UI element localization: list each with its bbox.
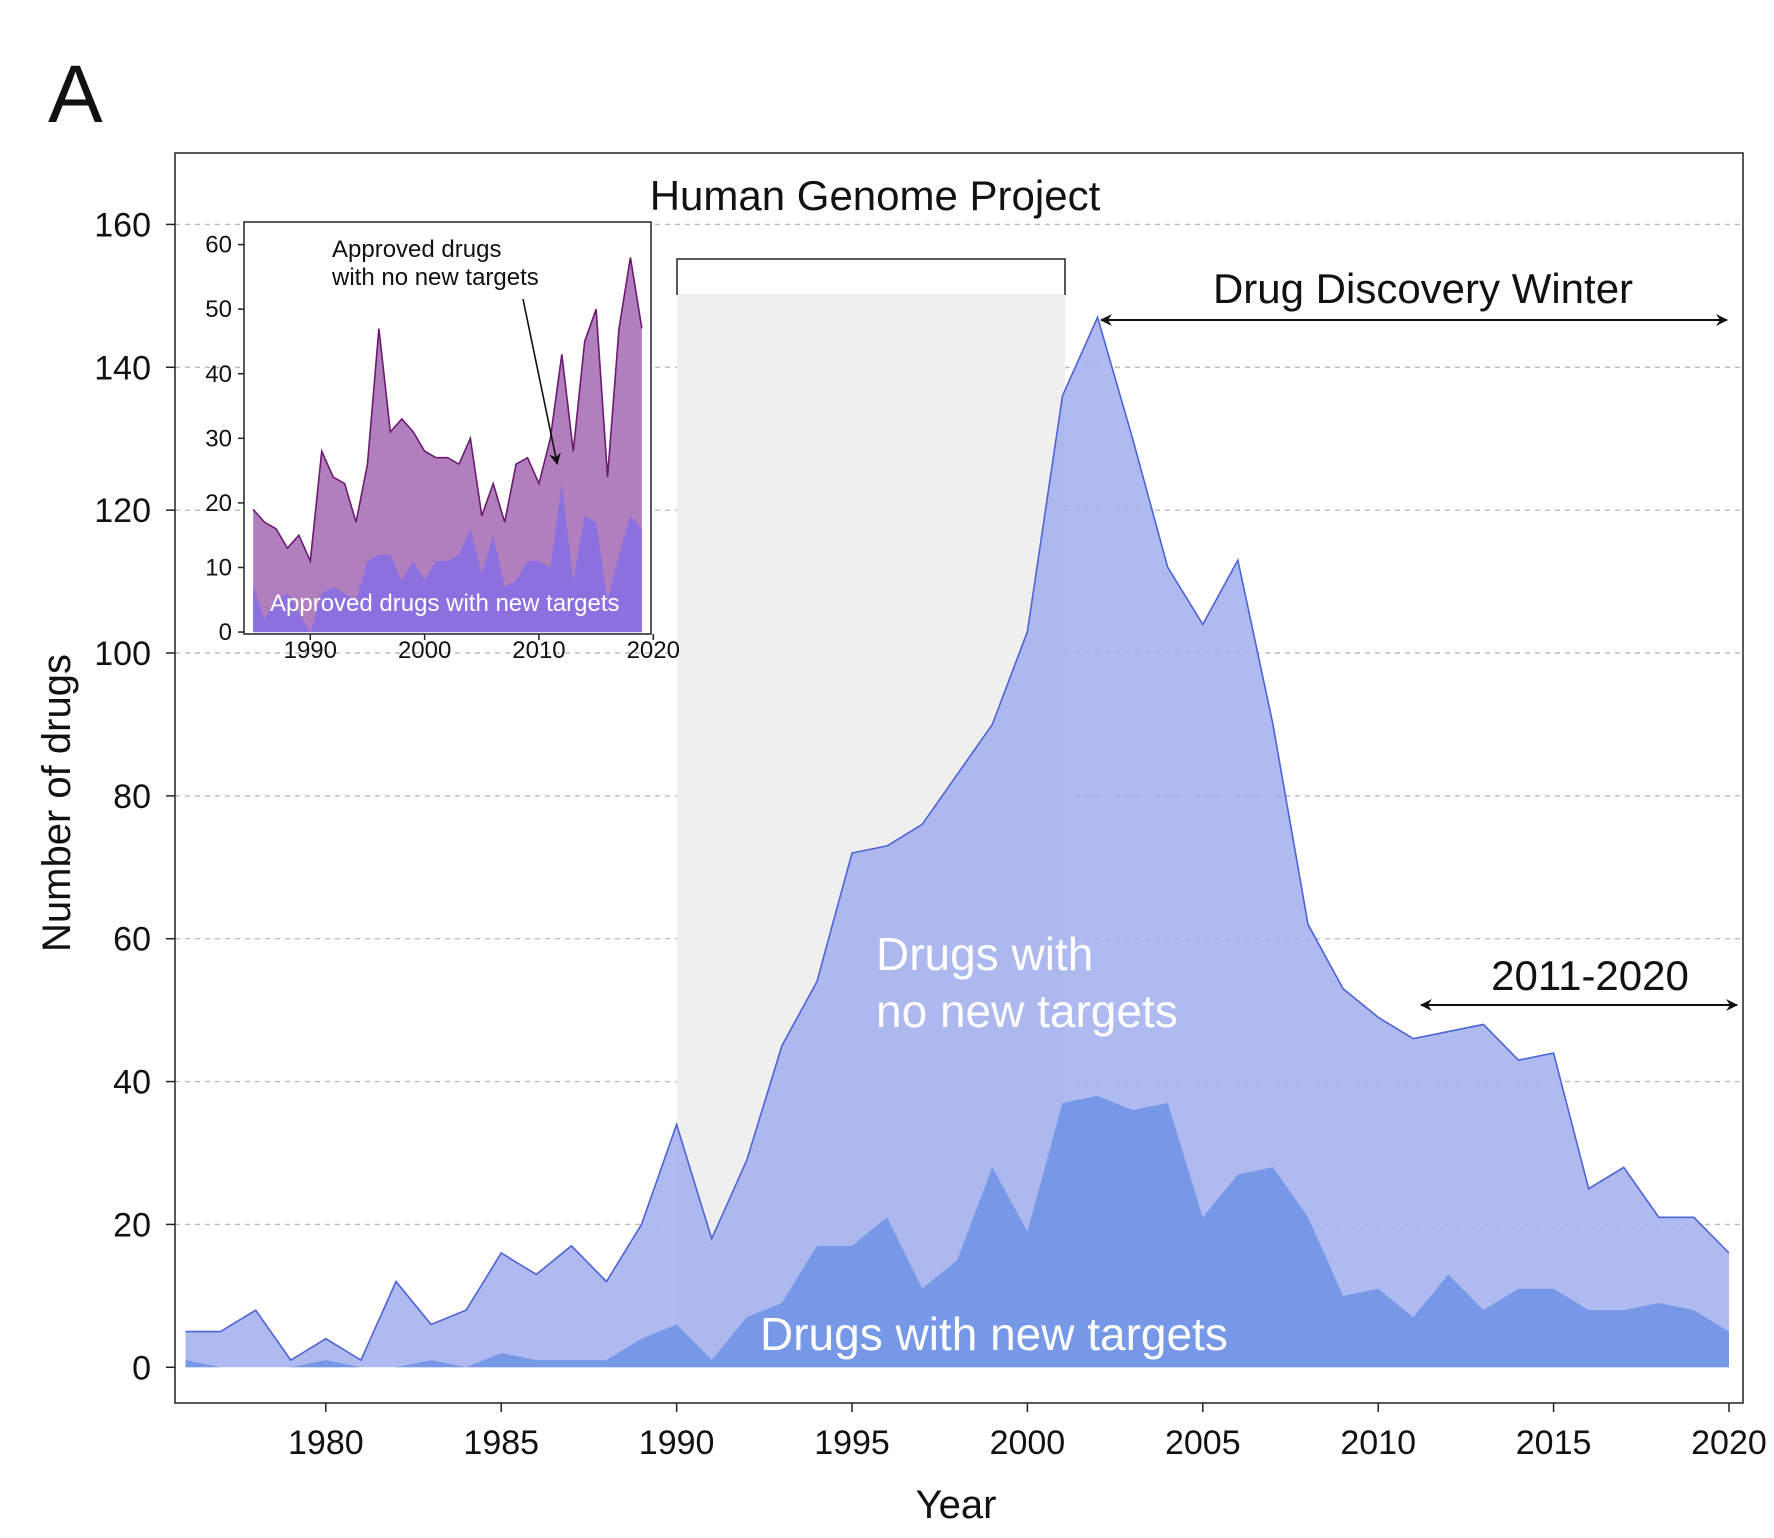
x-tick-label: 2015 <box>1516 1424 1592 1462</box>
area-new-targets <box>185 1095 1729 1368</box>
inset-no-new-label-line2: with no new targets <box>331 264 539 291</box>
main-plot-frame <box>174 152 1744 1404</box>
inset-areas <box>252 257 643 633</box>
y-tick-label: 120 <box>94 492 151 530</box>
no-new-targets-label-line1: Drugs with <box>876 928 1093 980</box>
y-tick-label: 20 <box>205 490 232 517</box>
y-tick-label: 20 <box>113 1206 151 1244</box>
x-tick-label: 2010 <box>512 637 565 664</box>
y-tick-label: 40 <box>205 361 232 388</box>
inset-chart: 1990 2000 2010 2020 0 10 20 30 40 50 60 Approved … <box>205 221 680 664</box>
human-genome-project-label: Human Genome Project <box>650 172 1101 219</box>
main-x-ticks: 1980 1985 1990 1995 2000 2005 2010 2015 2020 <box>288 1403 1767 1462</box>
decade-2011-2020-label: 2011-2020 <box>1491 952 1689 999</box>
panel-label: A <box>48 49 103 140</box>
inset-frame <box>243 221 652 635</box>
drug-discovery-winter-label: Drug Discovery Winter <box>1213 265 1633 312</box>
inset-pointer-arrow <box>522 298 561 466</box>
human-genome-project-bracket <box>676 258 1066 295</box>
area-no-new-targets <box>185 317 1729 1368</box>
x-tick-label: 2010 <box>1340 1424 1416 1462</box>
series-line-no-new-targets <box>252 257 643 565</box>
y-tick-label: 50 <box>205 296 232 323</box>
x-tick-label: 1990 <box>639 1424 715 1462</box>
y-tick-label: 60 <box>205 232 232 259</box>
inset-y-ticks: 0 10 20 30 40 50 60 <box>205 232 244 646</box>
main-areas <box>185 314 1730 1368</box>
y-tick-label: 10 <box>205 554 232 581</box>
y-axis-title: Number of drugs <box>35 654 79 952</box>
x-tick-label: 2000 <box>398 637 451 664</box>
x-tick-label: 1995 <box>814 1424 890 1462</box>
y-tick-label: 30 <box>205 425 232 452</box>
series-line-no-new-targets <box>185 314 1730 1362</box>
y-tick-label: 0 <box>132 1349 151 1387</box>
x-axis-title: Year <box>916 1483 997 1527</box>
y-tick-label: 140 <box>94 349 151 387</box>
area-no-new-targets <box>253 257 642 633</box>
x-tick-label: 2020 <box>1691 1424 1767 1462</box>
inset-no-new-label-line1: Approved drugs <box>332 236 501 263</box>
no-new-targets-label-line2: no new targets <box>876 985 1178 1037</box>
y-tick-label: 0 <box>219 619 232 646</box>
y-tick-label: 100 <box>94 635 151 673</box>
inset-x-ticks: 1990 2000 2010 2020 <box>284 634 680 664</box>
area-new-targets <box>253 483 642 633</box>
main-chart: 1980 1985 1990 1995 2000 2005 2010 2015 2020 020… <box>35 152 1767 1527</box>
x-tick-label: 2020 <box>627 637 680 664</box>
y-tick-label: 40 <box>113 1064 151 1102</box>
y-tick-label: 60 <box>113 921 151 959</box>
y-tick-label: 160 <box>94 206 151 244</box>
new-targets-label: Drugs with new targets <box>760 1308 1228 1360</box>
x-tick-label: 1990 <box>284 637 337 664</box>
x-tick-label: 2000 <box>990 1424 1066 1462</box>
x-tick-label: 1985 <box>463 1424 539 1462</box>
y-tick-label: 80 <box>113 778 151 816</box>
main-y-ticks: 0 20 40 60 80 100 120 140 160 <box>94 206 175 1387</box>
x-tick-label: 2005 <box>1165 1424 1241 1462</box>
inset-new-targets-label: Approved drugs with new targets <box>270 590 620 617</box>
x-tick-label: 1980 <box>288 1424 364 1462</box>
